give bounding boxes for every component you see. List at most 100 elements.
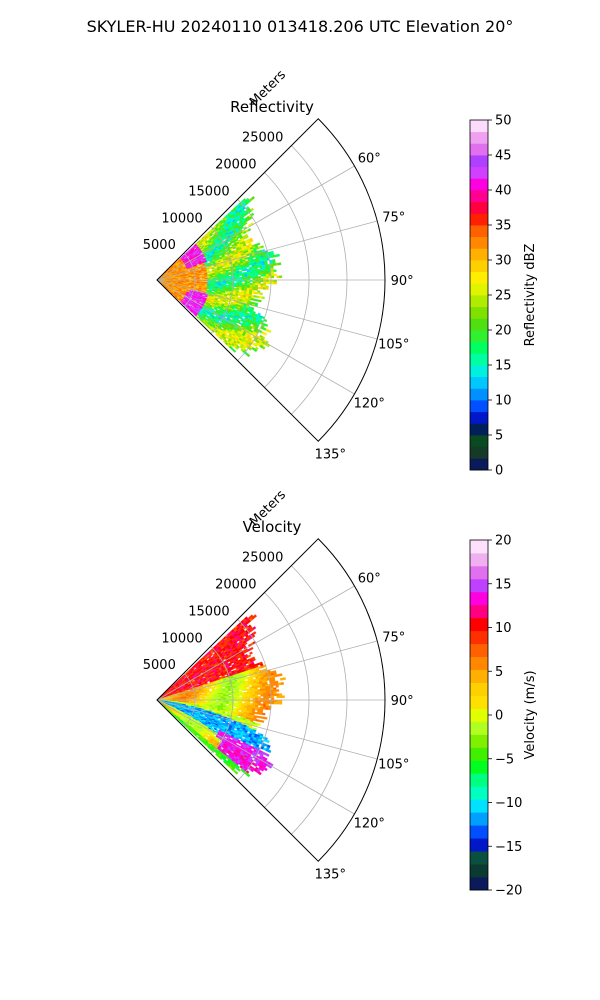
radar-gate (279, 275, 283, 279)
radar-gate (248, 263, 252, 266)
radar-gate (225, 277, 229, 279)
radar-gate (276, 275, 280, 279)
radar-gate (282, 677, 286, 681)
colorbar-swatch (470, 330, 488, 343)
radar-gate (254, 291, 258, 295)
colorbar-tick-label: 30 (495, 254, 512, 269)
radar-gate (251, 291, 255, 294)
radar-gate (255, 272, 259, 276)
radar-gate (257, 283, 261, 286)
radar-gate (236, 276, 240, 279)
colorbar-swatch (470, 388, 488, 401)
azimuth-tick-label: 105° (378, 337, 409, 352)
colorbar-swatch (470, 248, 488, 261)
radar-gate (241, 269, 245, 272)
azimuth-tick-label: 120° (354, 397, 385, 412)
colorbar-swatch (470, 260, 488, 273)
colorbar-swatch (470, 120, 488, 133)
radar-gate (253, 295, 258, 298)
radar-gate (254, 288, 258, 291)
colorbar-swatch (470, 353, 488, 366)
radar-gate (256, 292, 261, 295)
radar-gate (261, 296, 265, 300)
radar-gate (247, 281, 251, 284)
radar-gate (228, 277, 232, 279)
radar-gate (275, 262, 279, 266)
colorbar-swatch (470, 271, 488, 284)
radar-gate (236, 275, 240, 278)
radar-gate (271, 273, 275, 277)
figure-suptitle: SKYLER-HU 20240110 013418.206 UTC Elevat… (87, 17, 514, 36)
radar-gate (264, 323, 269, 327)
radar-gate (263, 281, 267, 284)
radar-gate (258, 296, 263, 299)
colorbar-swatch (470, 190, 488, 203)
colorbar-swatch (470, 236, 488, 249)
radar-gate (241, 275, 245, 278)
reflectivity-sector: 500010000150002000025000Meters60°75°90°1… (143, 67, 414, 462)
radar-gate (238, 288, 242, 291)
radar-gate (249, 276, 253, 279)
radar-gate (245, 235, 249, 239)
radar-gate (206, 287, 210, 290)
colorbar-swatch (470, 213, 488, 226)
radar-gate (256, 265, 261, 268)
radar-gate (265, 275, 269, 279)
colorbar-swatch (470, 400, 488, 413)
azimuth-tick-label: 90° (391, 274, 414, 289)
radar-gate (257, 276, 261, 279)
radar-gate (239, 273, 243, 276)
radar-gate (257, 286, 261, 290)
radar-gate (265, 273, 269, 277)
colorbar-swatch (470, 446, 488, 459)
colorbar-swatch (470, 225, 488, 238)
colorbar-swatch (470, 143, 488, 156)
radar-gate (256, 295, 260, 299)
radar-gate (252, 276, 256, 279)
colorbar-swatch (470, 376, 488, 389)
colorbar-swatch (470, 423, 488, 436)
radar-gate (273, 281, 277, 285)
range-tick-label: 20000 (215, 158, 256, 173)
range-tick-label: 25000 (242, 131, 283, 146)
radar-gate (278, 262, 282, 266)
radar-gate (243, 221, 248, 226)
radar-gate (257, 272, 261, 275)
colorbar-swatch (470, 295, 488, 308)
range-tick-label: 10000 (161, 211, 202, 226)
radar-gate (191, 277, 195, 279)
radar-gate (247, 276, 251, 279)
radar-gate (188, 278, 192, 280)
range-tick-label: 15000 (188, 184, 229, 199)
radar-gate (224, 290, 229, 293)
radar-gate (249, 239, 254, 243)
radar-gate (247, 274, 251, 277)
colorbar-tick-label: 20 (495, 324, 512, 339)
radar-gate (243, 268, 248, 271)
radar-gate (260, 287, 264, 290)
radar-gate (255, 274, 259, 277)
colorbar-tick-label: 50 (495, 114, 512, 129)
radar-gate (252, 283, 256, 286)
radar-gate (247, 228, 252, 232)
colorbar-swatch (470, 341, 488, 354)
radar-gate (260, 274, 264, 277)
azimuth-tick-label: 75° (382, 211, 405, 226)
radar-gate (265, 281, 269, 285)
colorbar-swatch (470, 178, 488, 191)
radar-gate (228, 273, 232, 276)
radar-gate (238, 267, 242, 271)
radar-gate (265, 287, 269, 290)
reflectivity-title: Reflectivity (230, 98, 314, 116)
radar-gate (273, 273, 277, 277)
colorbar-swatch (470, 155, 488, 168)
radar-gate (225, 282, 229, 284)
radar-gate (249, 646, 254, 651)
radar-gate (263, 283, 267, 286)
radar-gate (263, 274, 267, 277)
colorbar-swatch (470, 131, 488, 144)
velocity-panel: Velocity 500010000150002000025000Meters6… (143, 487, 538, 898)
radar-gate (265, 272, 269, 275)
